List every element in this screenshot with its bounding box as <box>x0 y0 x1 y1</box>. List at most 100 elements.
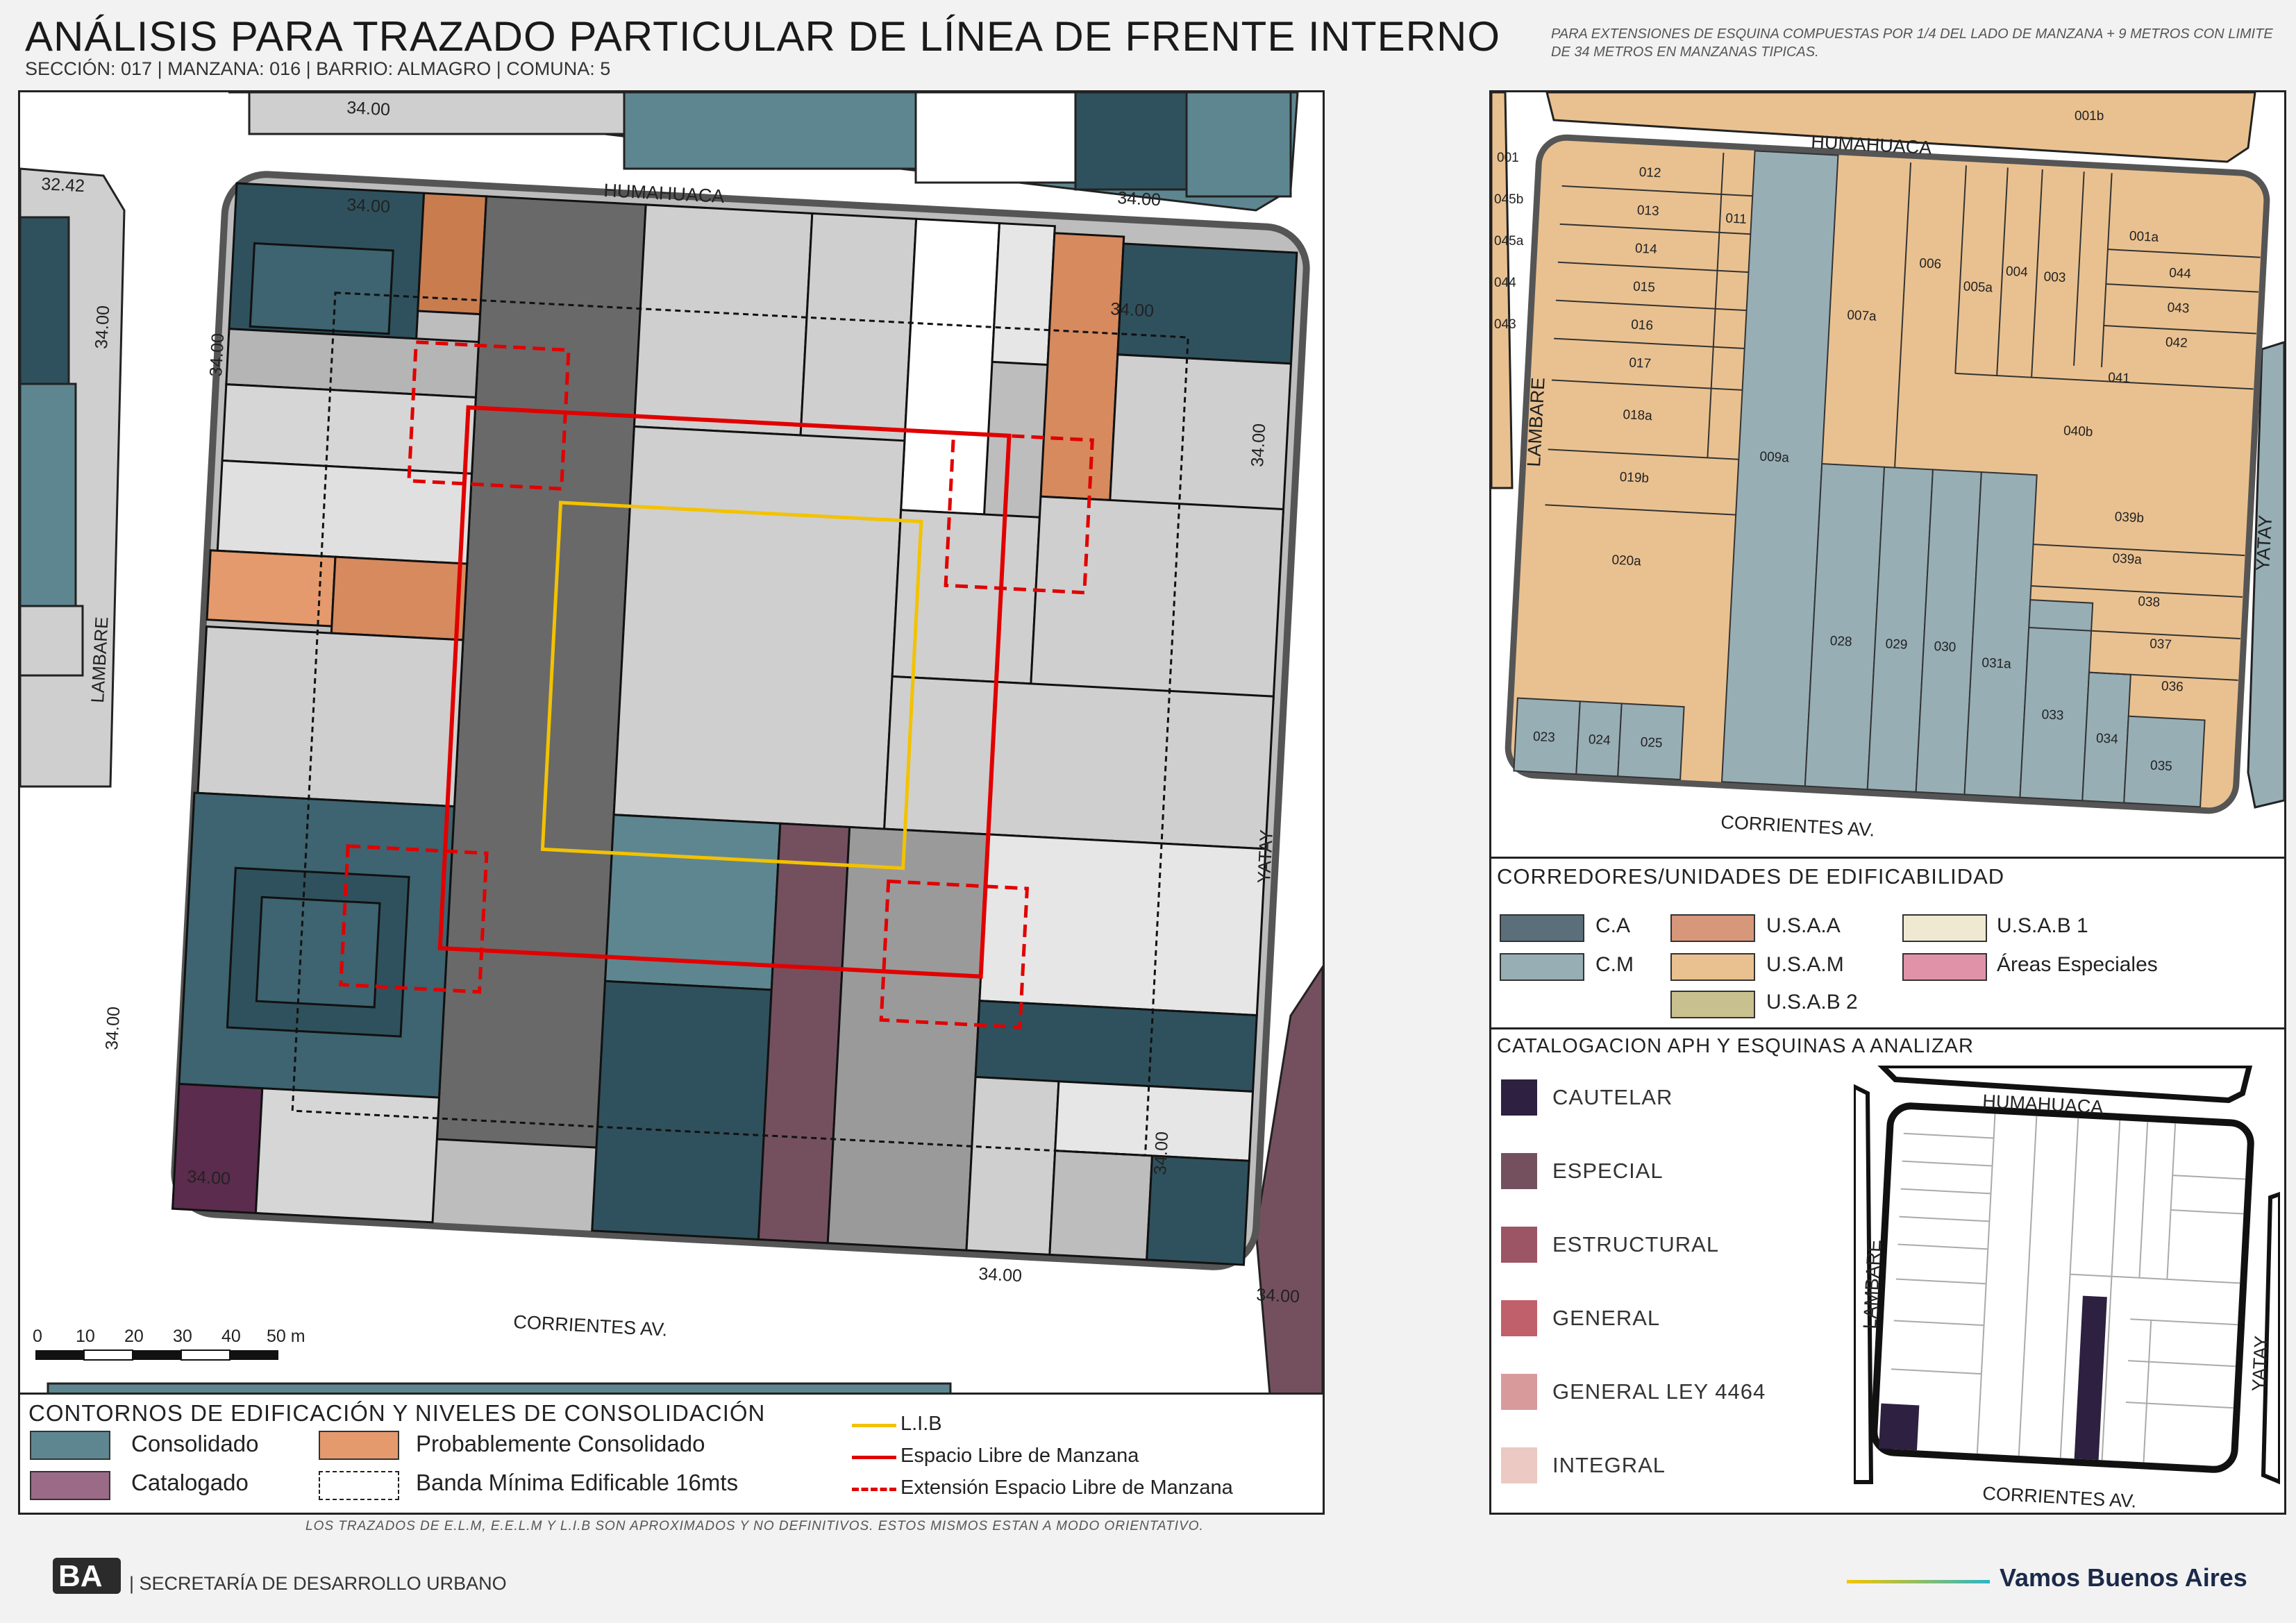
dimension-label: 34.00 <box>1256 1285 1300 1306</box>
legend-label-eelm: Extensión Espacio Libre de Manzana <box>900 1477 1233 1499</box>
scale-tick-label: 20 <box>124 1327 144 1346</box>
scale-tick-label: 40 <box>221 1327 241 1346</box>
parcel-label: 041 <box>2108 370 2131 386</box>
parcel-label: 042 <box>2165 335 2188 351</box>
scale-tick-label: 30 <box>173 1327 192 1346</box>
dimension-label: 34.00 <box>978 1264 1023 1286</box>
parcel-label: 007a <box>1847 308 1877 324</box>
street-label-east: YATAY <box>1253 829 1277 884</box>
page-title: ANÁLISIS PARA TRAZADO PARTICULAR DE LÍNE… <box>25 13 1501 60</box>
dimension-label: 32.42 <box>41 174 85 196</box>
dimension-label: 34.00 <box>1150 1131 1172 1175</box>
ba-logo: BA <box>53 1558 121 1594</box>
parcel-label: 004 <box>2005 264 2028 280</box>
swatch-general-ley <box>1501 1374 1537 1410</box>
footer-org: | SECRETARÍA DE DESARROLLO URBANO <box>129 1573 507 1594</box>
mini-cautelar-parcel <box>1879 1403 1920 1451</box>
parcel-label: 024 <box>1588 732 1611 748</box>
parcel-label: 043 <box>2167 301 2190 317</box>
parcel-label: 034 <box>2095 731 2118 747</box>
legend-line-lib <box>852 1424 896 1427</box>
swatch-general <box>1501 1300 1537 1336</box>
swatch-ca <box>1500 914 1584 942</box>
parcel-label: 001a <box>2129 229 2159 245</box>
parcel-label: 039a <box>2112 551 2143 567</box>
parcel-label: 009a <box>1759 449 1790 465</box>
swatch-integral <box>1501 1447 1537 1483</box>
scale-tick-label: 10 <box>76 1327 95 1346</box>
dimension-label: 34.00 <box>346 195 391 217</box>
parcel-label: 018a <box>1623 407 1653 423</box>
corredores-legend-panel: CORREDORES/UNIDADES DE EDIFICABILIDAD C.… <box>1489 857 2286 1032</box>
footer-slogan: Vamos Buenos Aires <box>2000 1563 2247 1592</box>
swatch-usab2 <box>1670 991 1755 1018</box>
parcel-label: 033 <box>2041 707 2064 723</box>
ba-logo-text: BA <box>58 1559 103 1593</box>
mini-block-map: HUMAHUACA CORRIENTES AV. LAMBARE YATAY <box>1854 1066 2280 1510</box>
parcel-label: 012 <box>1639 165 1661 181</box>
label-cm: C.M <box>1595 953 1634 976</box>
swatch-especial <box>1501 1153 1537 1189</box>
legend-label-catalogado: Catalogado <box>131 1470 249 1495</box>
parcel-map-panel: 012 013 014 015 016 017 018a 019b 020a 0… <box>1489 90 2286 861</box>
parcel-label: 011 <box>1725 211 1747 227</box>
main-block <box>171 171 1310 1270</box>
street-label-west: LAMBARE <box>87 616 112 704</box>
parcel-label: 014 <box>1634 242 1657 258</box>
main-map: HUMAHUACA CORRIENTES AV. LAMBARE YATAY 3… <box>20 92 1323 1395</box>
parcel-label: 013 <box>1636 203 1659 219</box>
label-usam: U.S.A.M <box>1766 953 1844 976</box>
lib-outline <box>540 501 923 871</box>
label-general-ley: GENERAL LEY 4464 <box>1552 1379 1766 1404</box>
parcel-label: 015 <box>1633 279 1656 295</box>
disclaimer-note: LOS TRAZADOS DE E.L.M, E.E.L.M Y L.I.B S… <box>305 1519 1204 1533</box>
parcel-label: 030 <box>1934 639 1956 655</box>
parcel-label: 043 <box>1494 317 1516 332</box>
parcel-label: 040b <box>2063 423 2093 439</box>
parcel-label: 029 <box>1885 637 1908 653</box>
legend-label-elm: Espacio Libre de Manzana <box>900 1445 1139 1467</box>
neighbor-block-east <box>1255 965 1323 1395</box>
legend-swatch-probablemente <box>319 1431 399 1460</box>
dimension-label: 34.00 <box>1248 423 1269 467</box>
scale-bar: 0 10 20 30 40 50 m <box>33 1327 305 1361</box>
mini-street-east: YATAY <box>2248 1335 2272 1392</box>
parcel-label: 020a <box>1611 553 1642 569</box>
label-usab1: U.S.A.B 1 <box>1997 914 2088 937</box>
scale-tick-label: 50 m <box>267 1327 305 1346</box>
swatch-usam <box>1670 953 1755 981</box>
main-map-panel: HUMAHUACA CORRIENTES AV. LAMBARE YATAY 3… <box>18 90 1325 1397</box>
parcel-label: 035 <box>2150 758 2173 774</box>
header-note: PARA EXTENSIONES DE ESQUINA COMPUESTAS P… <box>1551 26 2273 60</box>
neighbor-block-south <box>47 1382 952 1395</box>
parcel-label: 023 <box>1532 730 1555 746</box>
mini-street-west: LAMBARE <box>1859 1239 1885 1329</box>
slogan-gradient-line <box>1847 1580 1990 1583</box>
legend-label-lib: L.I.B <box>900 1413 942 1435</box>
parcel-label: 038 <box>2138 594 2161 610</box>
catalogacion-legend-title: CATALOGACION APH Y ESQUINAS A ANALIZAR <box>1497 1035 1974 1057</box>
dimension-label: 34.00 <box>187 1167 231 1188</box>
legend-label-consolidado: Consolidado <box>131 1431 259 1456</box>
parcel-label: 005a <box>1963 279 1993 295</box>
parcel-map: 012 013 014 015 016 017 018a 019b 020a 0… <box>1491 92 2284 859</box>
parcel-label: 031a <box>1981 656 2012 672</box>
parcel-label: 016 <box>1631 317 1654 333</box>
parcel-label: 001 <box>1497 151 1519 165</box>
banda-minima-outline <box>291 292 1189 1157</box>
label-cautelar: CAUTELAR <box>1552 1085 1673 1109</box>
label-areas-especiales: Áreas Especiales <box>1997 953 2158 976</box>
legend-label-banda: Banda Mínima Edificable 16mts <box>416 1470 739 1495</box>
parcel-label: 028 <box>1829 634 1852 650</box>
catalogacion-legend-panel: CATALOGACION APH Y ESQUINAS A ANALIZAR C… <box>1489 1027 2286 1515</box>
parcel-label: 039b <box>2114 510 2144 525</box>
swatch-usab1 <box>1902 914 1987 942</box>
parcel-label: 001b <box>2075 109 2104 124</box>
swatch-cm <box>1500 953 1584 981</box>
label-usab2: U.S.A.B 2 <box>1766 991 1858 1014</box>
neighbor-block-west <box>20 167 126 788</box>
label-especial: ESPECIAL <box>1552 1159 1664 1183</box>
corredores-legend-title: CORREDORES/UNIDADES DE EDIFICABILIDAD <box>1497 864 2005 889</box>
dimension-label: 34.00 <box>92 305 113 349</box>
dimension-label: 34.00 <box>1117 188 1162 210</box>
